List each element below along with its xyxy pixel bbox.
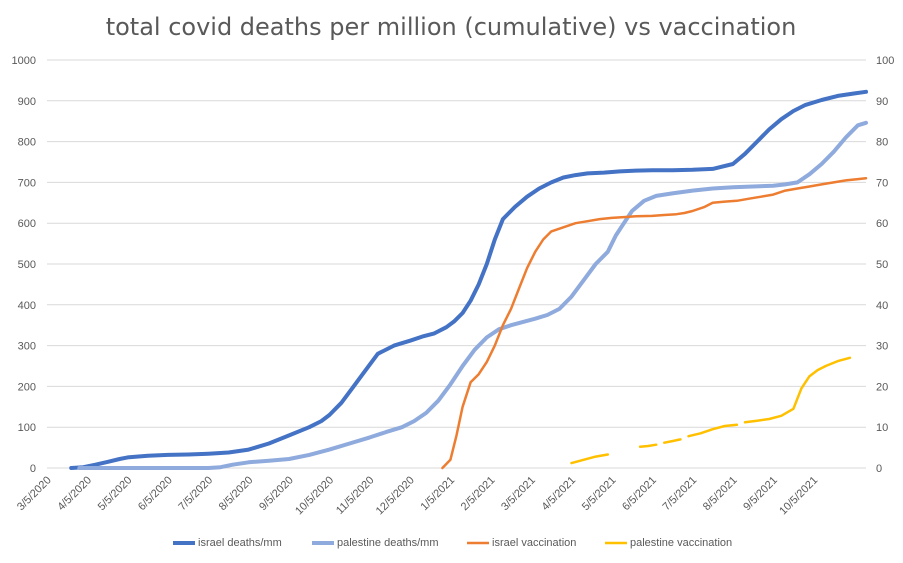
legend-label-palestine-deaths: palestine deaths/mm (337, 537, 439, 549)
x-tick-label: 8/5/2021 (701, 474, 740, 513)
left-tick-label: 100 (18, 422, 36, 434)
x-tick-label: 6/5/2021 (620, 474, 659, 513)
right-tick-label: 30 (876, 341, 888, 353)
x-tick-label: 5/5/2021 (580, 474, 619, 513)
x-tick-label: 7/5/2020 (176, 474, 215, 513)
legend-label-palestine-vaccination: palestine vaccination (630, 537, 732, 549)
series-line-israel-deaths-mm (69, 89, 868, 470)
right-tick-label: 50 (876, 259, 888, 271)
x-tick-label: 5/5/2020 (96, 474, 135, 513)
right-tick-label: 0 (876, 463, 882, 475)
series-line-palestine-vaccination (663, 438, 682, 444)
right-tick-label: 90 (876, 96, 888, 108)
left-tick-label: 600 (18, 218, 36, 230)
x-tick-label: 3/5/2020 (15, 474, 54, 513)
legend: israel deaths/mm palestine deaths/mm isr… (173, 537, 732, 549)
right-tick-label: 40 (876, 300, 888, 312)
right-tick-label: 80 (876, 137, 888, 149)
series-line-palestine-deaths-mm (77, 120, 868, 470)
left-tick-label: 1000 (12, 55, 36, 67)
right-tick-label: 100 (876, 55, 894, 67)
series-line-palestine-vaccination (743, 356, 852, 424)
left-tick-label: 200 (18, 381, 36, 393)
x-tick-label: 11/5/2020 (334, 474, 377, 517)
left-tick-label: 700 (18, 177, 36, 189)
x-tick-label: 4/5/2021 (540, 474, 579, 513)
series-line-palestine-vaccination (570, 453, 610, 465)
x-tick-label: 9/5/2020 (257, 474, 296, 513)
left-tick-label: 800 (18, 137, 36, 149)
right-tick-label: 60 (876, 218, 888, 230)
right-axis-tick-labels: 0 10 20 30 40 50 60 70 80 90 100 (876, 55, 894, 475)
left-tick-label: 300 (18, 341, 36, 353)
left-tick-label: 900 (18, 96, 36, 108)
right-tick-label: 70 (876, 177, 888, 189)
series-lines (69, 89, 868, 470)
chart-title: total covid deaths per million (cumulati… (106, 13, 797, 41)
legend-label-israel-deaths: israel deaths/mm (198, 537, 282, 549)
x-tick-label: 3/5/2021 (499, 474, 538, 513)
left-axis-tick-labels: 0 100 200 300 400 500 600 700 800 900 1000 (12, 55, 36, 475)
x-tick-label: 10/5/2020 (293, 474, 336, 517)
x-tick-label: 9/5/2021 (741, 474, 780, 513)
right-tick-label: 10 (876, 422, 888, 434)
right-tick-label: 20 (876, 381, 888, 393)
x-tick-label: 6/5/2020 (136, 474, 175, 513)
gridlines (47, 59, 866, 428)
x-tick-label: 4/5/2020 (55, 474, 94, 513)
x-tick-label: 1/5/2021 (418, 474, 457, 513)
left-tick-label: 0 (30, 463, 36, 475)
series-line-israel-vaccination (441, 177, 868, 470)
left-tick-label: 500 (18, 259, 36, 271)
x-tick-label: 10/5/2021 (777, 474, 820, 517)
x-tick-label: 8/5/2020 (217, 474, 256, 513)
x-tick-label: 12/5/2020 (374, 474, 417, 517)
series-line-palestine-vaccination (638, 443, 658, 449)
left-tick-label: 400 (18, 300, 36, 312)
x-axis-tick-labels: 3/5/2020 4/5/2020 5/5/2020 6/5/2020 7/5/2020… (15, 474, 820, 517)
x-tick-label: 7/5/2021 (661, 474, 700, 513)
series-line-palestine-vaccination (687, 423, 739, 438)
legend-label-israel-vaccination: israel vaccination (492, 537, 576, 549)
x-tick-label: 2/5/2021 (459, 474, 498, 513)
